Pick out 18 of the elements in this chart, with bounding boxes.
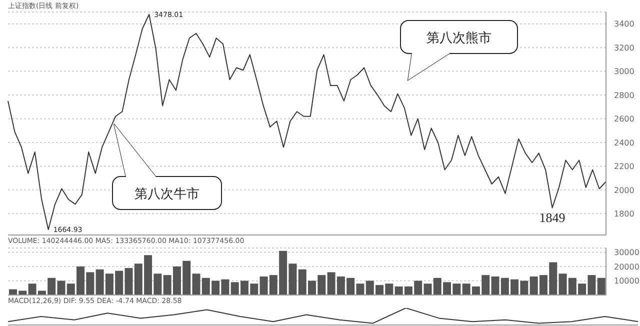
y-tick-label: 2800	[614, 90, 634, 100]
bar	[597, 278, 606, 295]
y-tick-label: 30000	[614, 248, 640, 258]
y-tick-label: 10000	[614, 276, 640, 286]
annotation: 1849	[539, 210, 566, 226]
y-tick-label: 3200	[614, 43, 634, 52]
y-tick-label: 3400	[614, 20, 634, 29]
y-tick-label: 2000	[614, 186, 634, 195]
y-tick-label: 3000	[614, 67, 634, 76]
y-tick-label: 2200	[614, 162, 634, 172]
line-series	[8, 14, 606, 230]
y-tick-label: 1800	[614, 209, 634, 218]
annotation: 第八次熊市	[426, 31, 492, 46]
y-tick-label: 2600	[614, 114, 634, 124]
annotation: 第八次牛市	[134, 187, 200, 202]
y-tick-label: 2400	[614, 138, 634, 148]
y-tick-label: 20000	[614, 262, 640, 272]
speech-bubble: 第八次熊市	[400, 0, 518, 114]
